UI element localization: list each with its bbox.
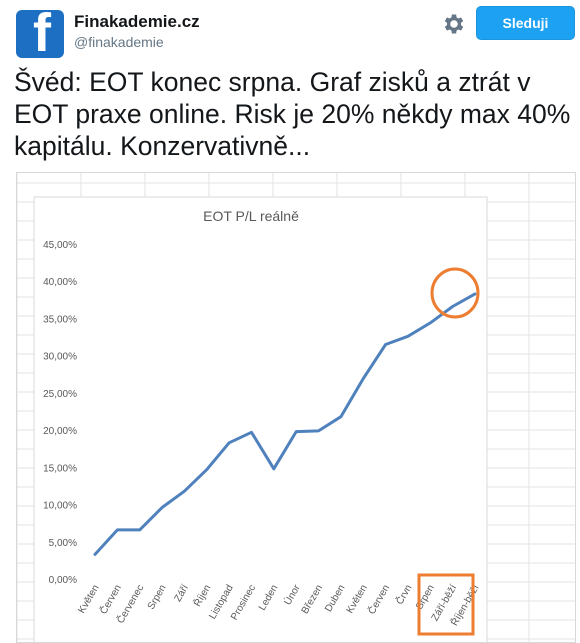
pl-line-chart: EOT P/L reálně 0,00% 5,00% 10,00% 15,00% 20,…: [17, 173, 575, 642]
highlight-circle: [430, 267, 480, 319]
y-tick-label: 15,00%: [43, 463, 77, 474]
y-tick-label: 35,00%: [43, 314, 77, 325]
y-tick-label: 5,00%: [49, 538, 77, 549]
tweet-header: f Finakademie.cz @finakademie Sleduji: [0, 0, 580, 64]
avatar-letter: f: [33, 10, 51, 58]
y-tick-label: 10,00%: [43, 501, 77, 512]
highlight-box: [417, 573, 475, 636]
tweet-media[interactable]: EOT P/L reálně 0,00% 5,00% 10,00% 15,00% 20,…: [16, 172, 576, 643]
chart-title: EOT P/L reálně: [203, 208, 299, 224]
series-line: [93, 292, 477, 556]
user-handle[interactable]: @finakademie: [74, 34, 164, 50]
y-axis: 0,00% 5,00% 10,00% 15,00% 20,00% 25,00% 30,00%…: [43, 240, 77, 586]
tweet-text: Švéd: EOT konec srpna. Graf zisků a ztrá…: [14, 67, 571, 161]
y-tick-label: 45,00%: [43, 240, 77, 251]
y-tick-label: 30,00%: [43, 352, 77, 363]
chart-area: [33, 196, 488, 642]
y-tick-label: 40,00%: [43, 277, 77, 288]
avatar[interactable]: f: [16, 10, 64, 58]
display-name[interactable]: Finakademie.cz: [74, 12, 200, 31]
follow-button[interactable]: Sleduji: [476, 6, 575, 40]
series-points: [94, 293, 476, 555]
y-tick-label: 25,00%: [43, 389, 77, 400]
y-tick-label: 20,00%: [43, 426, 77, 437]
gear-icon[interactable]: [441, 11, 467, 37]
y-tick-label: 0,00%: [49, 575, 77, 586]
